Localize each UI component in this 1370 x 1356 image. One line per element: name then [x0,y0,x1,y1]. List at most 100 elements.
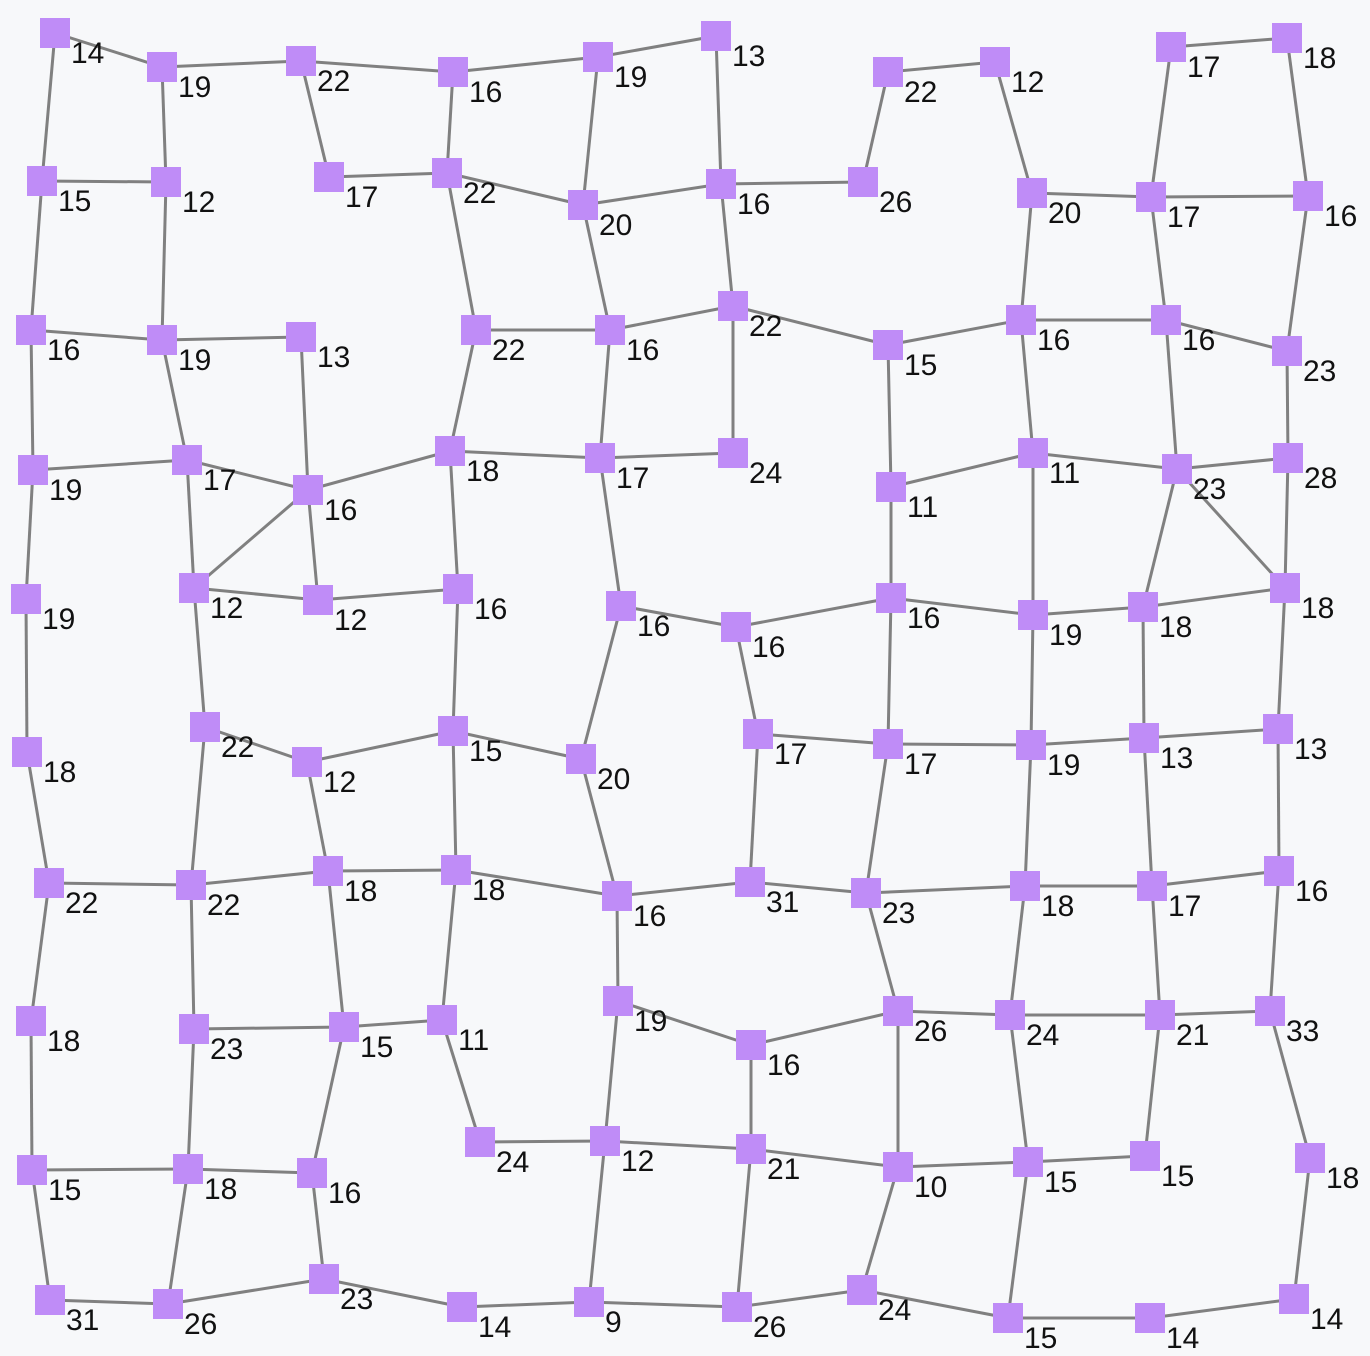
node-h1 [16,1006,46,1036]
edge-i8-i9 [1027,1154,1146,1164]
node-f10 [1263,714,1293,744]
node-h3 [329,1012,359,1042]
edge-i10-j10 [1292,1157,1312,1300]
edge-c1-d1 [29,329,35,471]
edge-c1-c2 [30,328,163,342]
node-i6 [736,1134,766,1164]
node-e1 [11,584,41,614]
edge-e10-f10 [1276,587,1287,730]
node-i5 [590,1126,620,1156]
node-label-g2: 22 [207,889,240,922]
edge-f8-f9 [1030,736,1145,747]
node-label-d9: 23 [1193,473,1226,506]
node-i2 [173,1154,203,1184]
edge-h10-i10 [1268,1010,1312,1159]
node-label-d10: 28 [1304,462,1337,495]
node-d10 [1273,443,1303,473]
edge-g9-g10 [1151,869,1280,888]
edge-f3-g3 [305,761,330,872]
edge-i2-j2 [166,1168,190,1305]
node-a5 [583,42,613,72]
node-f2 [190,712,220,742]
node-label-h5: 19 [634,1005,667,1038]
node-label-g7: 23 [882,897,915,930]
node-label-e7: 16 [907,602,940,635]
node-label-a4: 16 [469,76,502,109]
node-label-f4: 15 [469,735,502,768]
node-e9 [1128,592,1158,622]
edge-h5-h6 [617,999,752,1047]
edge-f10-g10 [1276,728,1281,872]
edge-h5-i5 [603,1000,620,1142]
edge-e1-f1 [24,598,29,753]
edge-b2-c2 [160,181,168,341]
node-label-b1: 15 [58,185,91,218]
node-label-a9: 17 [1187,51,1220,84]
node-f9 [1129,723,1159,753]
edge-d3-e2 [193,488,309,590]
node-label-i7: 10 [914,1171,947,1204]
edge-b3-b4 [328,171,448,179]
edge-d4-e4 [448,450,460,590]
node-label-i5: 12 [621,1145,654,1178]
node-b9 [1136,182,1166,212]
node-h7 [883,996,913,1026]
node-d5 [585,443,615,473]
node-h9 [1145,1000,1175,1030]
node-label-c8: 16 [1037,324,1070,357]
edge-h3-i3 [310,1026,346,1174]
edge-f9-f10 [1143,727,1279,740]
node-label-j9: 14 [1166,1322,1199,1355]
edge-b1-b2 [41,179,167,184]
node-c4 [461,315,491,345]
edge-a2-b2 [160,66,168,183]
edge-e2-f2 [192,587,207,728]
node-label-b8: 20 [1048,197,1081,230]
node-label-a5: 19 [614,61,647,94]
node-label-i10: 18 [1326,1162,1359,1195]
node-f7 [873,729,903,759]
edge-i1-j1 [30,1169,52,1301]
node-label-a10: 18 [1303,42,1336,75]
edge-g9-h9 [1150,885,1162,1016]
edge-g5-g6 [616,880,751,898]
node-e4 [443,574,473,604]
node-e2 [179,573,209,603]
node-g8 [1010,871,1040,901]
node-label-h9: 21 [1176,1019,1209,1052]
edge-f3-f4 [306,729,454,764]
edge-a1-b1 [40,32,57,182]
node-label-d1: 19 [49,474,82,507]
node-label-d6: 24 [749,457,782,490]
edge-h8-i8 [1008,1014,1030,1163]
node-label-a2: 19 [178,71,211,104]
node-label-f5: 20 [597,763,630,796]
edge-j9-j10 [1149,1297,1295,1320]
edge-a9-b9 [1149,46,1173,198]
node-label-e5: 16 [637,610,670,643]
node-f5 [566,744,596,774]
edge-h1-i1 [29,1020,34,1171]
node-label-a6: 13 [732,40,765,73]
node-label-h6: 16 [767,1049,800,1082]
node-g5 [602,881,632,911]
node-j5 [574,1287,604,1317]
edge-e9-f9 [1141,606,1146,739]
edge-e6-f6 [734,626,760,735]
edge-d1-e1 [24,469,35,600]
node-b5 [568,190,598,220]
edge-e6-e7 [735,596,892,629]
node-label-b4: 22 [463,177,496,210]
edge-d4-d5 [449,449,601,460]
edge-h2-i2 [186,1028,196,1170]
node-d6 [718,438,748,468]
edge-b8-b9 [1031,191,1152,199]
node-c8 [1006,305,1036,335]
node-label-i3: 16 [328,1177,361,1210]
edge-g8-h8 [1008,885,1027,1016]
edge-b10-c10 [1285,195,1310,352]
edge-c5-d5 [598,329,612,459]
edge-a5-b5 [581,56,600,206]
